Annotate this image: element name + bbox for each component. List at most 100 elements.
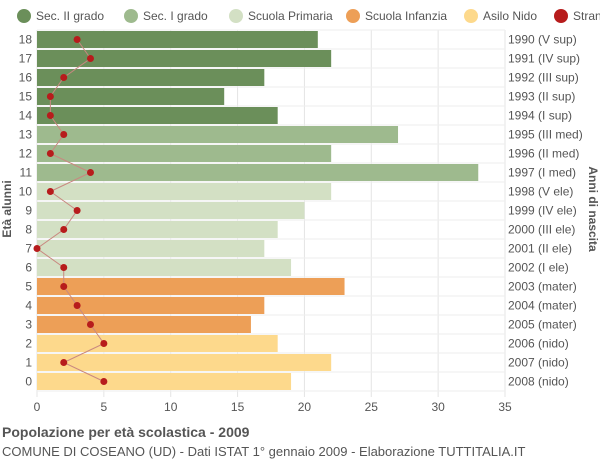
foreign-point-age-15 — [46, 93, 54, 100]
grid — [36, 29, 506, 397]
legend-label-2: Scuola Primaria — [248, 9, 333, 23]
bar-age-10 — [37, 183, 332, 200]
bar-age-15 — [37, 88, 225, 105]
birth-tick-3: 2005 (mater) — [508, 318, 577, 332]
bar-age-9 — [37, 202, 305, 219]
birth-tick-8: 2000 (III ele) — [508, 223, 575, 237]
bar-age-0 — [37, 373, 292, 390]
legend-swatch-3 — [346, 9, 360, 23]
chart-title: Popolazione per età scolastica - 2009 — [2, 424, 250, 440]
birth-tick-15: 1993 (II sup) — [508, 90, 575, 104]
foreign-line — [33, 36, 108, 385]
bar-age-17 — [37, 50, 332, 67]
legend-label-3: Scuola Infanzia — [365, 9, 447, 23]
age-tick-3: 3 — [25, 318, 32, 332]
bar-age-6 — [37, 259, 292, 276]
bar-age-4 — [37, 297, 265, 314]
age-tick-4: 4 — [25, 299, 32, 313]
legend-swatch-0 — [17, 9, 31, 23]
foreign-point-age-1 — [60, 359, 68, 366]
x-tick-15: 15 — [231, 400, 245, 414]
foreign-point-age-2 — [100, 340, 108, 347]
foreign-point-age-14 — [46, 112, 54, 119]
birth-tick-1: 2007 (nido) — [508, 356, 569, 370]
birth-tick-7: 2001 (II ele) — [508, 242, 572, 256]
foreign-point-age-8 — [60, 226, 68, 233]
foreign-point-age-4 — [73, 302, 81, 309]
bar-age-12 — [37, 145, 332, 162]
bar-age-7 — [37, 240, 265, 257]
birth-tick-9: 1999 (IV ele) — [508, 204, 577, 218]
bar-age-3 — [37, 316, 251, 333]
age-tick-18: 18 — [19, 33, 33, 47]
foreign-point-age-16 — [60, 74, 68, 81]
bar-age-11 — [37, 164, 479, 181]
legend-swatch-4 — [464, 9, 478, 23]
birth-tick-18: 1990 (V sup) — [508, 33, 577, 47]
bars — [37, 31, 479, 390]
y-axis-title: Età alunni — [0, 180, 14, 237]
age-tick-11: 11 — [20, 166, 33, 180]
age-tick-1: 1 — [25, 356, 32, 370]
x-tick-35: 35 — [498, 400, 512, 414]
foreign-point-age-12 — [46, 150, 54, 157]
legend-label-1: Sec. I grado — [143, 9, 208, 23]
bar-age-5 — [37, 278, 345, 295]
legend-swatch-2 — [229, 9, 243, 23]
birth-tick-13: 1995 (III med) — [508, 128, 583, 142]
bar-age-14 — [37, 107, 278, 124]
age-tick-7: 7 — [25, 242, 32, 256]
bar-age-2 — [37, 335, 278, 352]
bar-age-8 — [37, 221, 278, 238]
birth-tick-16: 1992 (III sup) — [508, 71, 579, 85]
bar-age-1 — [37, 354, 332, 371]
x-tick-10: 10 — [164, 400, 178, 414]
age-tick-8: 8 — [25, 223, 32, 237]
x-tick-5: 5 — [101, 400, 108, 414]
age-tick-14: 14 — [19, 109, 33, 123]
age-tick-12: 12 — [19, 147, 33, 161]
x-tick-30: 30 — [431, 400, 445, 414]
chart-subtitle: COMUNE DI COSEANO (UD) - Dati ISTAT 1° g… — [2, 444, 526, 459]
birth-tick-14: 1994 (I sup) — [508, 109, 572, 123]
birth-tick-0: 2008 (nido) — [508, 375, 569, 389]
foreign-point-age-7 — [33, 245, 41, 252]
age-tick-16: 16 — [19, 71, 33, 85]
foreign-point-age-9 — [73, 207, 81, 214]
bar-age-16 — [37, 69, 265, 86]
bar-age-13 — [37, 126, 399, 143]
age-tick-10: 10 — [19, 185, 33, 199]
age-tick-5: 5 — [25, 280, 32, 294]
foreign-point-age-6 — [60, 264, 68, 271]
foreign-point-age-0 — [100, 378, 108, 385]
age-tick-17: 17 — [19, 52, 33, 66]
foreign-point-age-3 — [86, 321, 94, 328]
birth-tick-5: 2003 (mater) — [508, 280, 577, 294]
age-tick-9: 9 — [25, 204, 32, 218]
birth-tick-11: 1997 (I med) — [508, 166, 576, 180]
legend: Sec. II grado Sec. I grado Scuola Primaria… — [17, 9, 600, 23]
legend-label-0: Sec. II grado — [36, 9, 104, 23]
legend-swatch-5 — [554, 9, 568, 23]
birth-tick-12: 1996 (II med) — [508, 147, 579, 161]
age-tick-15: 15 — [19, 90, 33, 104]
birth-tick-6: 2002 (I ele) — [508, 261, 569, 275]
x-tick-20: 20 — [298, 400, 312, 414]
age-tick-0: 0 — [25, 375, 32, 389]
age-tick-2: 2 — [25, 337, 32, 351]
foreign-point-age-17 — [86, 55, 94, 62]
foreign-point-age-18 — [73, 36, 81, 43]
birth-tick-10: 1998 (V ele) — [508, 185, 573, 199]
foreign-point-age-13 — [60, 131, 68, 138]
birth-tick-4: 2004 (mater) — [508, 299, 577, 313]
legend-label-5: Stranieri — [573, 9, 600, 23]
x-tick-0: 0 — [34, 400, 41, 414]
foreign-point-age-10 — [46, 188, 54, 195]
x-tick-25: 25 — [365, 400, 379, 414]
tick-labels: 18 1990 (V sup)17 1991 (IV sup)16 1992 (III… — [19, 33, 583, 415]
y-axis-right-title: Anni di nascita — [586, 166, 600, 252]
age-tick-6: 6 — [25, 261, 32, 275]
legend-label-4: Asilo Nido — [483, 9, 537, 23]
foreign-point-age-5 — [60, 283, 68, 290]
